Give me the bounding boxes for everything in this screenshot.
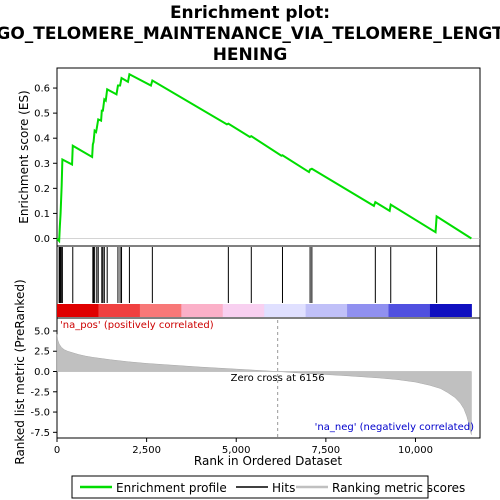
metric-y-ticks: 5.0 2.5 0.0 -2.5 -5.0 -7.5: [30, 326, 57, 439]
es-y-tick-label: 0.4: [34, 134, 50, 145]
color-bar-segment: [347, 304, 390, 317]
x-tick-label: 7,500: [312, 445, 341, 456]
x-tick-label: 10,000: [398, 445, 433, 456]
color-bar-segment: [222, 304, 265, 317]
x-tick-label: 2,500: [132, 445, 161, 456]
es-y-tick-label: 0.1: [34, 209, 50, 220]
legend-enrichment-label: Enrichment profile: [116, 481, 227, 495]
color-bar-segment: [429, 304, 472, 317]
color-bar-segment: [264, 304, 307, 317]
metric-y-tick-label: 0.0: [34, 367, 50, 378]
x-tick-label: 0: [54, 445, 60, 456]
es-y-tick-label: 0.6: [34, 84, 50, 95]
es-panel-frame: [56, 67, 481, 247]
metric-y-tick-label: 5.0: [34, 326, 50, 337]
color-bar-segment: [305, 304, 348, 317]
color-bar-segment: [139, 304, 182, 317]
chart-title-line-2: GO_TELOMERE_MAINTENANCE_VIA_TELOMERE_LEN…: [0, 24, 500, 44]
hits-markers: [58, 247, 438, 303]
color-bar-segment: [388, 304, 431, 317]
es-y-ticks: 0.0 0.1 0.2 0.3 0.4 0.5 0.6: [34, 84, 57, 245]
es-y-tick-label: 0.3: [34, 159, 50, 170]
metric-y-axis-label: Ranked list metric (PreRanked): [13, 279, 27, 464]
metric-y-tick-label: -2.5: [30, 387, 50, 398]
x-axis-ticks: 0 2,500 5,000 7,500 10,000: [54, 438, 433, 456]
legend-hits-label: Hits: [272, 481, 295, 495]
pos-correlated-label: 'na_pos' (positively correlated): [60, 320, 214, 331]
chart-title-line-3: HENING: [213, 45, 288, 65]
rank-color-bar: [57, 304, 472, 317]
zero-cross-label: Zero cross at 6156: [231, 373, 325, 384]
color-bar-segment: [181, 304, 224, 317]
enrichment-profile-line: [56, 72, 472, 244]
color-bar-segment: [98, 304, 141, 317]
x-tick-label: 5,000: [222, 445, 251, 456]
chart-title-line-1: Enrichment plot:: [170, 3, 330, 23]
es-y-tick-label: 0.2: [34, 184, 50, 195]
x-axis-label: Rank in Ordered Dataset: [194, 454, 342, 468]
metric-y-tick-label: 2.5: [34, 347, 50, 358]
color-bar-segment: [57, 304, 99, 317]
es-y-axis-label: Enrichment score (ES): [17, 90, 31, 223]
metric-y-tick-label: -5.0: [30, 408, 50, 419]
es-y-tick-label: 0.5: [34, 109, 50, 120]
es-y-tick-label: 0.0: [34, 234, 50, 245]
ranking-metric-area: [56, 334, 472, 435]
metric-y-tick-label: -7.5: [30, 428, 50, 439]
legend-metric-label: Ranking metric scores: [332, 481, 465, 495]
neg-correlated-label: 'na_neg' (negatively correlated): [315, 422, 474, 433]
